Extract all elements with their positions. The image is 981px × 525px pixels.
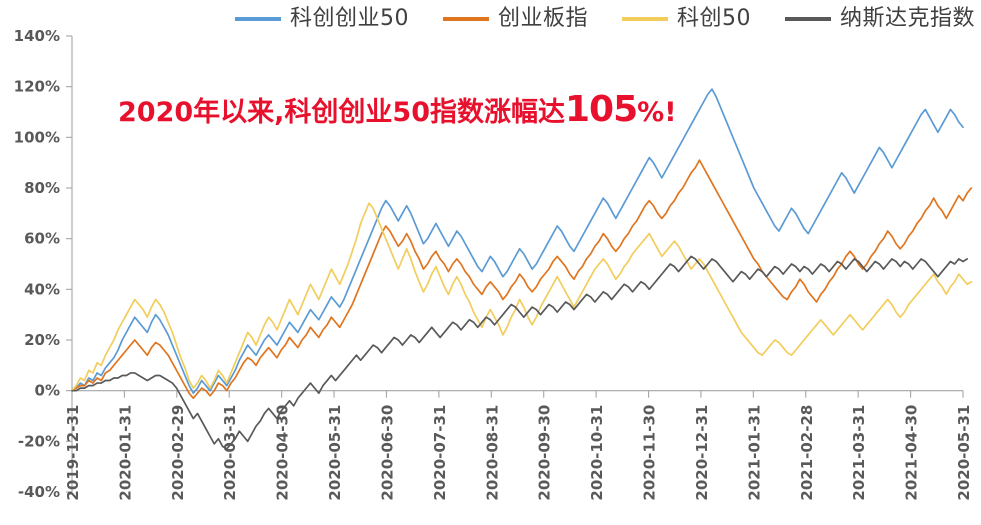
x-tick-label: 2021-01-31 — [745, 405, 763, 501]
chart-legend: 科创创业50 创业板指 科创50 纳斯达克指数 — [0, 0, 981, 38]
legend-item-label: 科创创业50 — [289, 6, 409, 31]
y-tick-label: 80% — [24, 179, 60, 197]
annotation-prefix: 2020年以来,科创创业50指数涨幅达 — [118, 97, 565, 128]
legend-item-label: 科创50 — [676, 6, 751, 31]
annotation-suffix: %! — [637, 97, 677, 128]
line-chart-svg: 140% 120% 100% 80% 60% 40% 20% 0% -20% -40% 2019-1… — [14, 30, 973, 501]
line-swatch-icon — [234, 17, 281, 21]
y-tick-label: 20% — [24, 331, 60, 349]
x-tick-label: 2020-02-29 — [169, 405, 187, 501]
y-tick-label: 140% — [14, 30, 60, 45]
x-tick-label: 2021-02-28 — [798, 405, 816, 501]
x-tick-label: 2020-08-31 — [483, 405, 501, 501]
x-tick-label: 2019-12-31 — [64, 405, 82, 501]
x-tick-label: 2020-11-30 — [641, 405, 659, 501]
legend-item-2[interactable]: 科创50 — [621, 6, 751, 31]
line-swatch-icon — [442, 17, 489, 21]
x-tick-label: 2020-06-30 — [378, 405, 396, 501]
plot-area: 140% 120% 100% 80% 60% 40% 20% 0% -20% -40% 2019-1… — [0, 30, 981, 501]
x-tick-label: 2020-04-30 — [274, 405, 292, 501]
y-tick-label: 60% — [24, 230, 60, 248]
y-tick-label: 100% — [14, 128, 60, 146]
series-line-0 — [71, 88, 964, 395]
legend-item-label: 纳斯达克指数 — [839, 6, 975, 31]
y-tick-label: -40% — [18, 483, 60, 501]
x-tick-label: 2020-03-31 — [221, 405, 239, 501]
series-line-2 — [71, 202, 973, 392]
annotation-value: 105 — [564, 89, 638, 130]
legend-item-3[interactable]: 纳斯达克指数 — [784, 6, 975, 31]
x-tick-label: 2020-10-31 — [588, 405, 606, 501]
x-tick-label: 2021-03-31 — [850, 405, 868, 501]
series-line-3 — [71, 255, 969, 450]
highlight-annotation: 2020年以来,科创创业50指数涨幅达105%! — [118, 92, 677, 128]
x-tick-label: 2020-05-31 — [326, 405, 344, 501]
legend-item-0[interactable]: 科创创业50 — [234, 6, 409, 31]
y-tick-label: 40% — [24, 280, 60, 298]
x-tick-label: 2021-04-30 — [903, 405, 921, 501]
y-tick-label: -20% — [18, 432, 60, 450]
series-line-1 — [71, 159, 973, 400]
legend-item-1[interactable]: 创业板指 — [442, 6, 588, 31]
x-tick-label: 2020-01-31 — [116, 405, 134, 501]
x-tick-label: 2020-09-30 — [536, 405, 554, 501]
x-tick-label: 2020-05-31 — [955, 405, 973, 501]
y-tick-label: 120% — [14, 78, 60, 96]
line-swatch-icon — [621, 17, 668, 21]
y-tick-label: 0% — [35, 382, 60, 400]
legend-item-label: 创业板指 — [497, 6, 588, 31]
x-tick-label: 2020-07-31 — [431, 405, 449, 501]
line-swatch-icon — [784, 17, 831, 21]
x-tick-label: 2020-12-31 — [693, 405, 711, 501]
